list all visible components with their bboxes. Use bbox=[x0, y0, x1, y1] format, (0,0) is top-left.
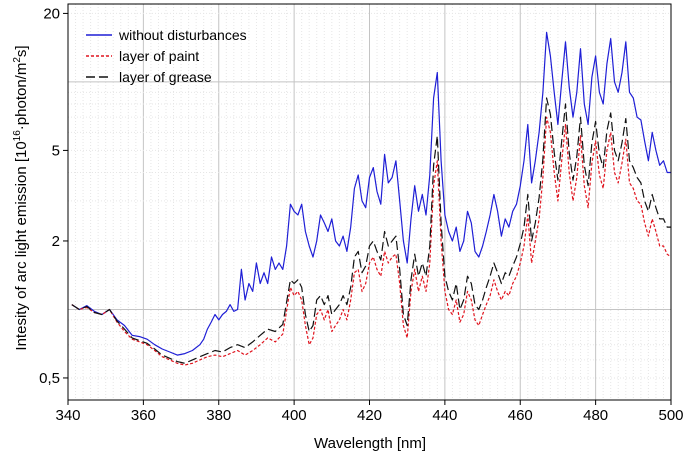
x-tick-label: 400 bbox=[282, 407, 307, 424]
x-axis-ticks: 340 360 380 400 420 440 460 480 500 bbox=[55, 400, 684, 424]
series-line-layer-of-paint bbox=[71, 116, 672, 366]
x-axis-title: Wavelength [nm] bbox=[314, 435, 426, 452]
y-axis-title-prefix: Intesity of arc light emission [10 bbox=[13, 141, 30, 350]
x-tick-label: 360 bbox=[131, 407, 156, 424]
x-tick-label: 500 bbox=[658, 407, 683, 424]
x-tick-label: 460 bbox=[508, 407, 533, 424]
legend-label-without-disturbances: without disturbances bbox=[118, 27, 247, 43]
y-tick-label: 0,5 bbox=[39, 370, 60, 387]
y-axis-title-middle: ·photon/m bbox=[13, 63, 30, 131]
legend: without disturbances layer of paint laye… bbox=[86, 27, 247, 85]
x-tick-label: 440 bbox=[432, 407, 457, 424]
x-tick-label: 480 bbox=[583, 407, 608, 424]
y-tick-label: 20 bbox=[43, 5, 60, 22]
x-tick-label: 420 bbox=[357, 407, 382, 424]
y-axis-title-suffix: s] bbox=[13, 45, 30, 57]
series-group bbox=[71, 31, 672, 366]
y-axis-title: Intesity of arc light emission [1016·pho… bbox=[12, 45, 30, 350]
legend-label-layer-of-paint: layer of paint bbox=[119, 48, 199, 64]
series-line-without-disturbances bbox=[71, 31, 671, 356]
legend-label-layer-of-grease: layer of grease bbox=[119, 69, 212, 85]
y-axis-title-exp2: 2 bbox=[12, 57, 23, 63]
y-tick-label: 2 bbox=[52, 233, 60, 250]
x-tick-label: 340 bbox=[55, 407, 80, 424]
y-tick-label: 5 bbox=[52, 142, 60, 159]
y-axis-title-exp1: 16 bbox=[12, 130, 23, 142]
x-tick-label: 380 bbox=[206, 407, 231, 424]
y-axis-ticks: 0,5 2 5 20 bbox=[39, 5, 68, 387]
series-line-layer-of-grease bbox=[71, 97, 671, 364]
